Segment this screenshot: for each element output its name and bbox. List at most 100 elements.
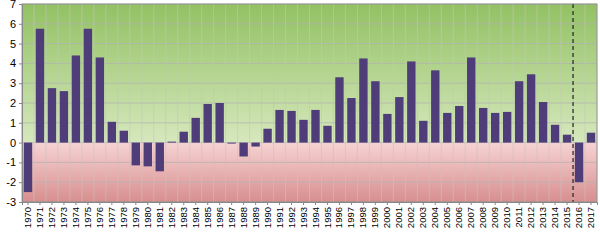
vertical-grid-line <box>477 4 478 202</box>
x-tick: 1976 <box>94 202 105 228</box>
x-tick: 1973 <box>58 202 69 228</box>
y-tick-mark <box>19 182 22 183</box>
y-tick-label: -1 <box>6 156 16 168</box>
bar <box>180 132 188 143</box>
x-tick-label: 1973 <box>58 207 69 228</box>
x-tick-mark <box>267 202 268 205</box>
vertical-grid-line <box>213 4 214 202</box>
x-tick-label: 1986 <box>214 207 225 228</box>
x-tick-mark <box>351 202 352 205</box>
vertical-grid-line <box>537 4 538 202</box>
vertical-grid-line <box>513 4 514 202</box>
x-tick-label: 1988 <box>238 207 249 228</box>
x-tick-label: 1996 <box>333 207 344 228</box>
x-tick: 2013 <box>537 202 548 228</box>
x-tick-label: 2016 <box>573 207 584 228</box>
x-tick: 2000 <box>381 202 392 228</box>
vertical-grid-line <box>417 4 418 202</box>
bar <box>299 120 307 143</box>
x-tick: 2001 <box>393 202 404 228</box>
x-tick-label: 1992 <box>286 207 297 228</box>
x-tick: 1996 <box>333 202 344 228</box>
x-tick: 1985 <box>202 202 213 228</box>
vertical-grid-line <box>429 4 430 202</box>
vertical-grid-line <box>453 4 454 202</box>
y-tick-label: 6 <box>10 18 16 30</box>
x-tick-mark <box>279 202 280 205</box>
x-tick: 2002 <box>405 202 416 228</box>
vertical-grid-line <box>57 4 58 202</box>
x-tick-mark <box>315 202 316 205</box>
bar <box>24 143 32 193</box>
x-tick-mark <box>519 202 520 205</box>
bar <box>239 143 247 157</box>
x-tick: 1975 <box>82 202 93 228</box>
x-tick: 1979 <box>130 202 141 228</box>
vertical-grid-line <box>393 4 394 202</box>
x-tick: 2010 <box>501 202 512 228</box>
x-tick-label: 2015 <box>561 207 572 228</box>
x-tick: 1972 <box>46 202 57 228</box>
x-tick: 1991 <box>274 202 285 228</box>
x-tick-mark <box>99 202 100 205</box>
bar <box>443 113 451 143</box>
vertical-grid-line <box>117 4 118 202</box>
x-tick-label: 1987 <box>226 207 237 228</box>
x-tick-label: 1991 <box>274 207 285 228</box>
x-tick-label: 1972 <box>46 207 57 228</box>
x-tick-label: 1985 <box>202 207 213 228</box>
x-tick: 2017 <box>585 202 596 228</box>
x-tick-label: 1970 <box>22 207 33 228</box>
bar <box>168 141 176 143</box>
x-tick-label: 1975 <box>82 207 93 228</box>
y-tick: -3 <box>6 196 22 208</box>
x-tick-mark <box>375 202 376 205</box>
x-axis: 1970197119721973197419751976197719781979… <box>22 202 597 228</box>
bar <box>108 122 116 143</box>
x-tick: 2011 <box>513 202 524 227</box>
vertical-grid-line <box>285 4 286 202</box>
bar <box>227 142 235 144</box>
vertical-grid-line <box>273 4 274 202</box>
x-tick: 2008 <box>477 202 488 228</box>
x-tick-label: 1983 <box>178 207 189 228</box>
y-tick-mark <box>19 123 22 124</box>
vertical-grid-line <box>69 4 70 202</box>
bar <box>60 91 68 142</box>
vertical-grid-line <box>201 4 202 202</box>
x-tick-mark <box>555 202 556 205</box>
bar <box>491 113 499 143</box>
x-tick-label: 1990 <box>262 207 273 228</box>
x-tick: 1970 <box>22 202 33 228</box>
bar <box>72 55 80 142</box>
vertical-grid-line <box>549 4 550 202</box>
x-tick-mark <box>327 202 328 205</box>
x-tick-mark <box>459 202 460 205</box>
bar <box>395 97 403 143</box>
bar <box>275 110 283 143</box>
y-tick-mark <box>19 103 22 104</box>
x-tick-label: 2010 <box>501 207 512 228</box>
bar <box>203 104 211 143</box>
x-tick-mark <box>51 202 52 205</box>
x-tick-label: 2007 <box>465 207 476 228</box>
bar <box>527 74 535 142</box>
y-tick: 2 <box>10 97 22 109</box>
x-tick: 2004 <box>429 202 440 228</box>
x-tick-mark <box>243 202 244 205</box>
x-tick-label: 1989 <box>250 207 261 228</box>
x-tick-mark <box>507 202 508 205</box>
vertical-grid-line <box>249 4 250 202</box>
x-tick-mark <box>471 202 472 205</box>
y-tick-mark <box>19 83 22 84</box>
bar <box>431 70 439 142</box>
vertical-grid-line <box>237 4 238 202</box>
vertical-grid-line <box>525 4 526 202</box>
y-tick-mark <box>19 202 22 203</box>
x-tick-mark <box>579 202 580 205</box>
y-axis-line <box>19 5 23 203</box>
x-tick-label: 1998 <box>357 207 368 228</box>
x-tick-label: 1981 <box>154 207 165 228</box>
y-tick-label: 7 <box>10 0 16 10</box>
bar <box>383 114 391 143</box>
